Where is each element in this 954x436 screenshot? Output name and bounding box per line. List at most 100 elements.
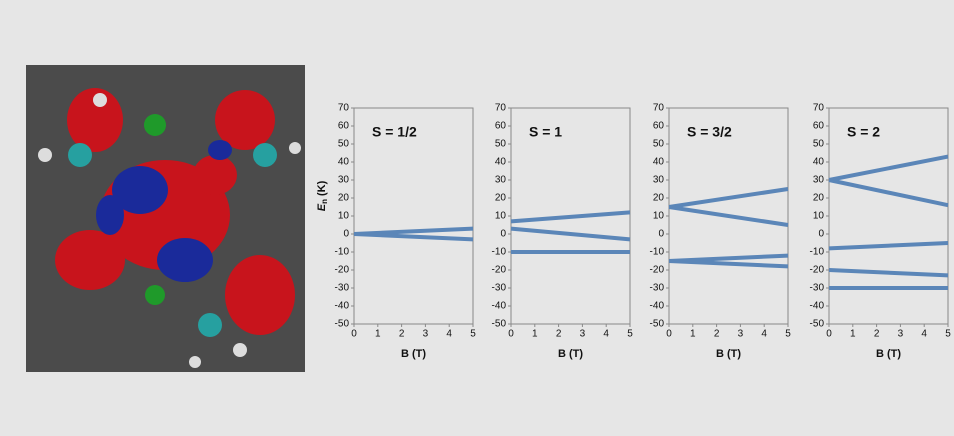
- x-tick-label: 1: [375, 329, 381, 340]
- y-tick-label: -20: [650, 265, 665, 276]
- x-tick-label: 1: [690, 329, 696, 340]
- y-tick-label: 30: [495, 175, 507, 186]
- x-tick-label: 0: [666, 329, 672, 340]
- y-axis-label-sub: n: [320, 199, 329, 204]
- x-tick-label: 3: [423, 329, 429, 340]
- y-tick-label: 50: [813, 139, 825, 150]
- y-tick-label: 10: [495, 211, 507, 222]
- series-line: [829, 243, 948, 248]
- y-tick-label: 60: [338, 121, 350, 132]
- plot-frame: [354, 108, 473, 324]
- x-tick-label: 4: [761, 329, 767, 340]
- y-tick-label: -40: [650, 301, 665, 312]
- y-tick-label: 10: [813, 211, 825, 222]
- x-axis-label: B (T): [401, 348, 426, 360]
- y-axis-label: En(K): [316, 180, 329, 211]
- x-tick-label: 1: [850, 329, 856, 340]
- y-tick-label: 20: [495, 193, 507, 204]
- chart-title: S = 1: [529, 124, 562, 140]
- figure: -50-40-30-20-10010203040506070012345S = …: [0, 0, 954, 436]
- y-tick-label: 40: [653, 157, 665, 168]
- y-tick-label: 0: [818, 229, 824, 240]
- y-tick-label: 10: [653, 211, 665, 222]
- x-tick-label: 2: [556, 329, 562, 340]
- x-tick-label: 5: [470, 329, 476, 340]
- y-tick-label: 70: [338, 103, 350, 114]
- x-tick-label: 0: [351, 329, 357, 340]
- x-tick-label: 3: [580, 329, 586, 340]
- chart-title: S = 3/2: [687, 124, 732, 140]
- page: {"chart_data": [ {"type": "line", "title…: [0, 0, 954, 436]
- y-tick-label: 50: [653, 139, 665, 150]
- x-tick-label: 2: [399, 329, 405, 340]
- y-tick-label: 30: [338, 175, 350, 186]
- y-tick-label: -10: [650, 247, 665, 258]
- y-tick-label: 50: [338, 139, 350, 150]
- y-tick-label: -50: [492, 319, 507, 330]
- y-tick-label: 30: [813, 175, 825, 186]
- x-axis-label: B (T): [558, 348, 583, 360]
- series-line: [829, 157, 948, 180]
- plot-frame: [829, 108, 948, 324]
- x-tick-label: 4: [446, 329, 452, 340]
- y-tick-label: 0: [500, 229, 506, 240]
- x-axis-label: B (T): [716, 348, 741, 360]
- y-tick-label: 40: [813, 157, 825, 168]
- x-tick-label: 5: [945, 329, 951, 340]
- series-line: [829, 180, 948, 205]
- series-line: [669, 207, 788, 225]
- y-tick-label: -40: [810, 301, 825, 312]
- x-tick-label: 3: [738, 329, 744, 340]
- y-tick-label: 20: [813, 193, 825, 204]
- y-tick-label: 10: [338, 211, 350, 222]
- y-tick-label: -20: [335, 265, 350, 276]
- series-line: [829, 270, 948, 275]
- y-tick-label: 20: [653, 193, 665, 204]
- y-tick-label: -10: [492, 247, 507, 258]
- y-tick-label: 70: [495, 103, 507, 114]
- y-tick-label: 60: [813, 121, 825, 132]
- x-tick-label: 0: [826, 329, 832, 340]
- x-axis-label: B (T): [876, 348, 901, 360]
- y-axis-label-unit: (K): [316, 180, 328, 196]
- y-tick-label: -50: [650, 319, 665, 330]
- series-line: [669, 261, 788, 266]
- x-tick-label: 4: [603, 329, 609, 340]
- y-tick-label: 40: [338, 157, 350, 168]
- y-tick-label: 0: [658, 229, 664, 240]
- y-tick-label: 20: [338, 193, 350, 204]
- series-line: [511, 212, 630, 221]
- x-tick-label: 5: [627, 329, 633, 340]
- y-tick-label: -40: [492, 301, 507, 312]
- y-tick-label: -40: [335, 301, 350, 312]
- y-tick-label: -30: [492, 283, 507, 294]
- y-tick-label: -30: [335, 283, 350, 294]
- y-tick-label: 70: [813, 103, 825, 114]
- x-tick-label: 1: [532, 329, 538, 340]
- x-tick-label: 2: [714, 329, 720, 340]
- y-tick-label: -20: [810, 265, 825, 276]
- molecule-image: [26, 65, 305, 372]
- y-tick-label: 30: [653, 175, 665, 186]
- y-tick-label: 70: [653, 103, 665, 114]
- y-tick-label: -50: [335, 319, 350, 330]
- x-tick-label: 4: [921, 329, 927, 340]
- x-tick-label: 2: [874, 329, 880, 340]
- y-tick-label: -30: [650, 283, 665, 294]
- series-line: [354, 234, 473, 239]
- y-tick-label: -10: [810, 247, 825, 258]
- x-tick-label: 3: [898, 329, 904, 340]
- x-tick-label: 0: [508, 329, 514, 340]
- y-tick-label: -30: [810, 283, 825, 294]
- y-tick-label: -50: [810, 319, 825, 330]
- y-tick-label: 0: [343, 229, 349, 240]
- series-line: [669, 189, 788, 207]
- chart-title: S = 2: [847, 124, 880, 140]
- series-line: [511, 229, 630, 240]
- y-tick-label: 60: [653, 121, 665, 132]
- y-tick-label: 40: [495, 157, 507, 168]
- y-tick-label: -10: [335, 247, 350, 258]
- y-tick-label: 60: [495, 121, 507, 132]
- y-tick-label: 50: [495, 139, 507, 150]
- chart-title: S = 1/2: [372, 124, 417, 140]
